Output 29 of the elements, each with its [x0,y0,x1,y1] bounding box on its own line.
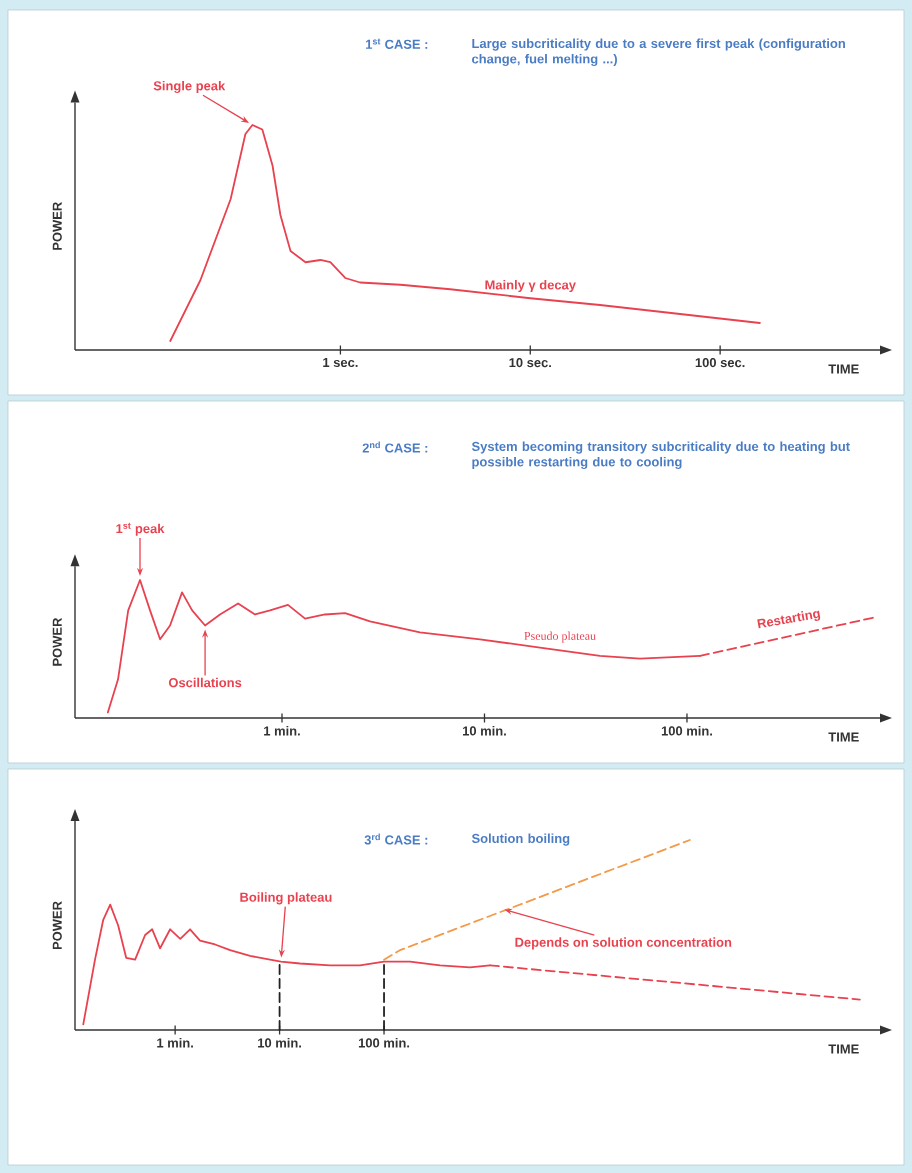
annotation: Depends on solution concentration [515,937,732,950]
x-axis-title: TIME [828,732,859,742]
x-tick-label: 100 min. [358,1038,410,1048]
annotation: 1$^{st}$ peak [116,522,165,536]
annotation: Boiling plateau [240,892,332,905]
x-tick-label: 100 min. [661,726,712,736]
x-tick-label: 1 min. [264,726,300,736]
chart-subtitle: Solution boiling [471,833,570,846]
y-axis-title: POWER [52,202,62,250]
annotation: Single peak [153,80,226,94]
x-tick-label: 1 min. [157,1038,193,1048]
annotation: Restarting [757,610,821,629]
x-tick-label: 10 min. [462,726,506,736]
chart-subtitle: Large subcriticality due to a severe first peak (configuration change, fuel melting ...) [472,38,845,67]
y-axis-title: POWER [52,901,62,950]
annotation: Oscillations [168,677,242,688]
x-axis-title: TIME [828,1044,859,1054]
y-axis-title: POWER [52,617,62,666]
chart-title: 2$^{nd}$ CASE : [362,441,428,453]
chart-title: 3$^{rd}$ CASE : [364,833,428,845]
x-axis-title: TIME [828,364,859,374]
x-tick-label: 10 min. [258,1038,301,1048]
chart-title: 1$^{st}$ CASE : [366,38,428,49]
annotation: Pseudo plateau [524,631,596,643]
annotation: Mainly γ decay [485,279,576,293]
x-tick-label: 100 sec. [695,358,745,368]
x-tick-label: 1 sec. [323,358,358,368]
x-tick-label: 10 sec. [509,358,551,368]
chart-subtitle: System becoming transitory subcriticality due to heating but possible restarting due to cooling [471,441,850,470]
